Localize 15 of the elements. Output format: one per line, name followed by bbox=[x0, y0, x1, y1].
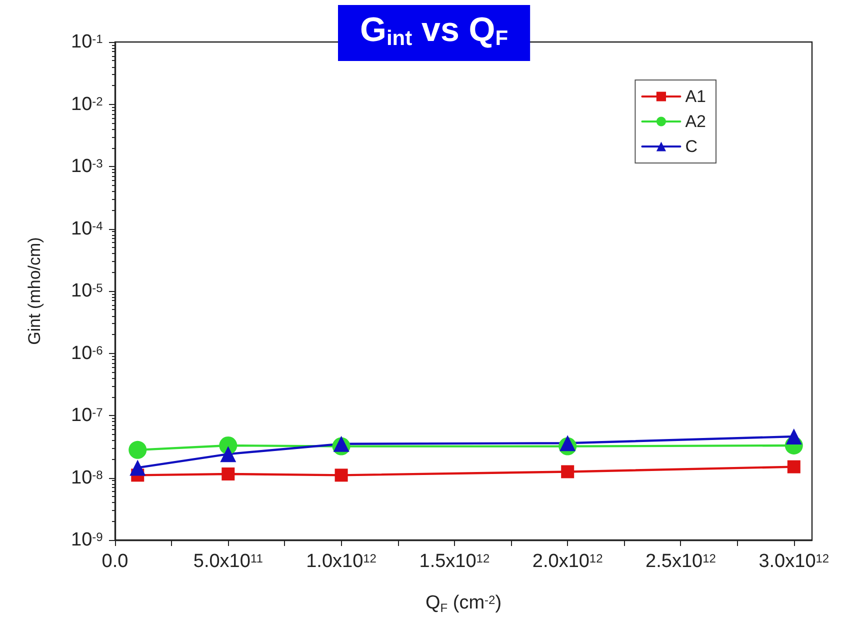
point bbox=[220, 446, 236, 462]
point bbox=[786, 428, 802, 444]
legend-label: A2 bbox=[685, 112, 706, 131]
point bbox=[787, 460, 800, 474]
point bbox=[222, 467, 235, 480]
point bbox=[128, 440, 147, 459]
point bbox=[561, 465, 574, 478]
legend-label: C bbox=[685, 137, 698, 156]
point bbox=[560, 435, 576, 452]
point bbox=[334, 468, 348, 482]
point bbox=[333, 436, 350, 452]
y-axis-title: Gint (mho/cm) bbox=[25, 237, 44, 345]
point bbox=[130, 460, 146, 476]
x-tick-label: 0.0 bbox=[102, 551, 128, 572]
legend-label: A1 bbox=[685, 87, 706, 106]
